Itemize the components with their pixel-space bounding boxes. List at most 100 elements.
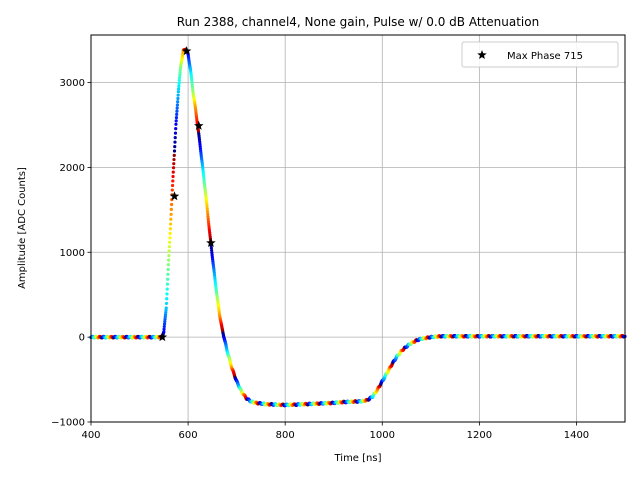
- waveform-point: [169, 202, 174, 207]
- x-tick-label: 400: [81, 430, 100, 441]
- waveform-point: [173, 136, 177, 140]
- waveform-point: [175, 112, 179, 116]
- max-phase-series: [157, 46, 216, 342]
- waveform-point: [175, 103, 180, 107]
- x-tick-label: 1400: [564, 430, 589, 441]
- waveform-point: [206, 217, 210, 221]
- waveform-point: [175, 106, 179, 110]
- waveform-point: [177, 81, 181, 85]
- waveform-point: [177, 78, 181, 83]
- waveform-point: [166, 277, 170, 281]
- y-axis-label: Amplitude [ADC Counts]: [17, 167, 28, 289]
- waveform-point: [205, 207, 209, 211]
- waveform-point: [212, 273, 217, 277]
- waveform-point: [176, 100, 180, 104]
- y-tick-label: 1000: [60, 248, 85, 259]
- waveform-point: [166, 267, 170, 272]
- x-axis-label: Time [ns]: [333, 453, 381, 464]
- waveform-point: [190, 78, 194, 82]
- waveform-point: [210, 248, 214, 253]
- legend: Max Phase 715: [461, 41, 619, 68]
- waveform-point: [168, 231, 172, 235]
- max-phase-star: [157, 332, 168, 342]
- waveform-point: [178, 73, 182, 77]
- waveform-point: [173, 140, 177, 144]
- waveform-point: [202, 174, 206, 178]
- waveform-point: [172, 149, 177, 153]
- chart-title: Run 2388, channel4, None gain, Pulse w/ …: [177, 15, 539, 29]
- waveform-point: [169, 222, 173, 226]
- waveform-point: [165, 297, 169, 301]
- waveform-points: [89, 47, 627, 408]
- max-phase-star: [194, 120, 204, 130]
- waveform-point: [172, 153, 176, 157]
- waveform-point: [201, 169, 205, 173]
- waveform-point: [162, 330, 166, 334]
- waveform-point: [164, 301, 169, 306]
- waveform-point: [167, 258, 171, 262]
- y-tick-label: 2000: [60, 163, 85, 174]
- waveform-point: [171, 179, 175, 183]
- x-tick-label: 600: [179, 430, 198, 441]
- waveform-point: [176, 96, 180, 101]
- waveform-point: [167, 253, 171, 258]
- max-phase-star: [181, 46, 192, 56]
- x-tick-label: 1200: [467, 430, 492, 441]
- waveform-point: [170, 188, 174, 192]
- x-tick-label: 800: [276, 430, 295, 441]
- waveform-point: [174, 122, 178, 126]
- y-axis-ticks: −1000 0 1000 2000 3000: [51, 78, 91, 429]
- waveform-point: [163, 319, 167, 324]
- waveform-point: [175, 109, 179, 113]
- waveform-point: [164, 306, 168, 310]
- waveform-point: [169, 217, 173, 221]
- waveform-point: [173, 131, 178, 135]
- legend-box: [461, 41, 619, 68]
- waveform-point: [168, 227, 172, 231]
- waveform-point: [190, 85, 195, 89]
- waveform-point: [209, 246, 213, 250]
- waveform-point: [174, 127, 178, 131]
- waveform-point: [169, 207, 173, 211]
- waveform-point: [169, 212, 173, 216]
- waveform-point: [205, 209, 210, 214]
- x-tick-label: 1000: [370, 430, 395, 441]
- y-tick-label: 0: [79, 333, 85, 344]
- waveform-point: [173, 145, 177, 149]
- waveform-point: [177, 84, 181, 88]
- waveform-point: [202, 176, 206, 180]
- waveform-point: [168, 240, 172, 244]
- legend-star-icon: [477, 50, 487, 60]
- waveform-point: [165, 292, 169, 296]
- waveform-point: [205, 202, 209, 206]
- waveform-point: [172, 162, 176, 166]
- waveform-point: [177, 87, 181, 91]
- waveform-point: [170, 183, 175, 188]
- x-axis-ticks: 400 600 800 1000 1200 1400: [81, 422, 589, 441]
- waveform-point: [204, 200, 209, 204]
- waveform-point: [178, 70, 182, 75]
- plot-area-frame: [90, 34, 626, 423]
- waveform-point: [202, 178, 206, 183]
- waveform-point: [174, 119, 178, 123]
- waveform-point: [178, 68, 182, 72]
- waveform-point: [190, 82, 194, 87]
- waveform-point: [206, 212, 210, 216]
- waveform-point: [206, 220, 211, 224]
- y-tick-label: −1000: [51, 418, 85, 429]
- waveform-point: [168, 236, 172, 240]
- legend-label: Max Phase 715: [507, 51, 583, 62]
- waveform-point: [172, 157, 176, 162]
- waveform-point: [162, 322, 167, 326]
- waveform-point: [171, 170, 175, 174]
- waveform-point: [174, 115, 179, 120]
- waveform-point: [162, 327, 166, 331]
- y-tick-label: 3000: [60, 78, 85, 89]
- max-phase-star: [169, 191, 180, 201]
- waveform-point: [176, 89, 180, 94]
- waveform-point: [201, 171, 205, 175]
- waveform-point: [171, 174, 175, 179]
- waveform-point: [167, 245, 171, 249]
- waveform-point: [206, 215, 210, 219]
